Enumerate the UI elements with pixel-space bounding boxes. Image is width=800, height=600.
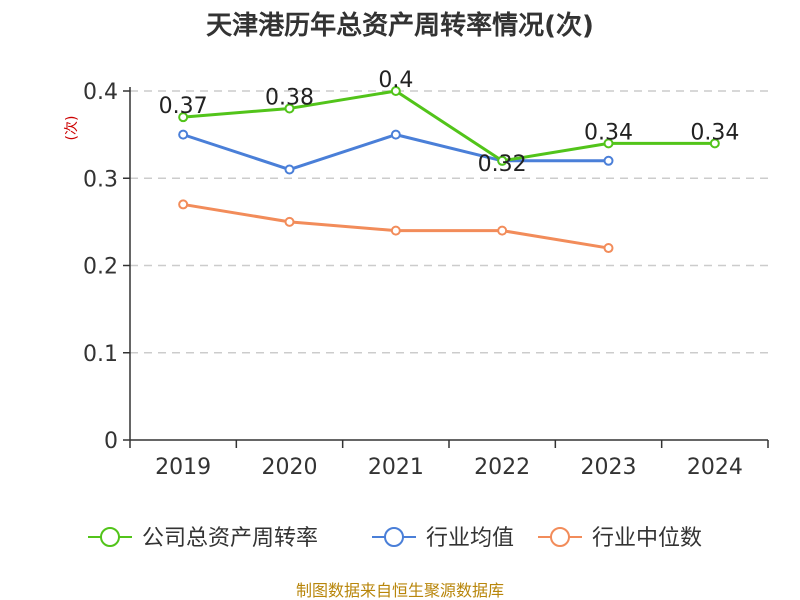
legend-label: 行业均值 [426, 526, 514, 551]
data-label: 0.37 [159, 94, 208, 119]
data-point [178, 129, 189, 140]
y-axis-label: (次) [64, 116, 80, 141]
series-lines [178, 86, 720, 254]
data-point [284, 103, 295, 114]
data-label: 0.38 [265, 85, 314, 110]
data-point [603, 155, 614, 166]
x-tick-labels: 2019 2020 2021 2022 2023 2024 [155, 455, 743, 480]
chart-title: 天津港历年总资产周转率情况(次) [206, 10, 594, 41]
series-line [183, 89, 715, 163]
x-tick-label: 2020 [262, 455, 318, 480]
data-point [390, 86, 401, 96]
data-point [284, 164, 295, 175]
y-tick-label: 0.4 [83, 80, 118, 105]
data-point [390, 225, 401, 236]
axes [123, 87, 769, 448]
data-point [390, 129, 401, 140]
data-point [178, 199, 189, 210]
x-tick-label: 2022 [474, 455, 530, 480]
legend-marker [100, 527, 120, 547]
data-point [603, 243, 614, 254]
data-point [497, 225, 508, 236]
legend: 公司总资产周转率 行业均值 行业中位数 [88, 526, 702, 551]
x-tick-label: 2024 [687, 455, 743, 480]
data-labels: 0.37 0.38 0.4 0.32 0.34 0.34 [159, 68, 740, 177]
gridlines [130, 90, 768, 354]
data-point [178, 112, 189, 123]
data-point [497, 155, 508, 166]
data-label: 0.34 [584, 120, 633, 145]
data-point [709, 138, 720, 149]
x-tick-label: 2021 [368, 455, 424, 480]
x-tick-label: 2019 [155, 455, 211, 480]
y-tick-labels: 0 0.1 0.2 0.3 0.4 [83, 80, 118, 454]
data-label: 0.34 [690, 120, 739, 145]
legend-label: 公司总资产周转率 [142, 526, 318, 551]
y-tick-label: 0.1 [83, 342, 118, 367]
y-tick-label: 0.3 [83, 167, 118, 192]
series-line [182, 133, 609, 172]
legend-marker [550, 527, 570, 547]
data-point [284, 216, 295, 227]
x-tick-label: 2023 [581, 455, 637, 480]
legend-label: 行业中位数 [592, 526, 702, 551]
data-label: 0.32 [478, 152, 527, 177]
y-tick-label: 0 [104, 429, 118, 454]
data-label: 0.4 [378, 68, 413, 93]
data-point [603, 138, 614, 149]
legend-marker [384, 527, 404, 547]
y-tick-label: 0.2 [83, 255, 118, 280]
source-note: 制图数据来自恒生聚源数据库 [296, 581, 504, 600]
